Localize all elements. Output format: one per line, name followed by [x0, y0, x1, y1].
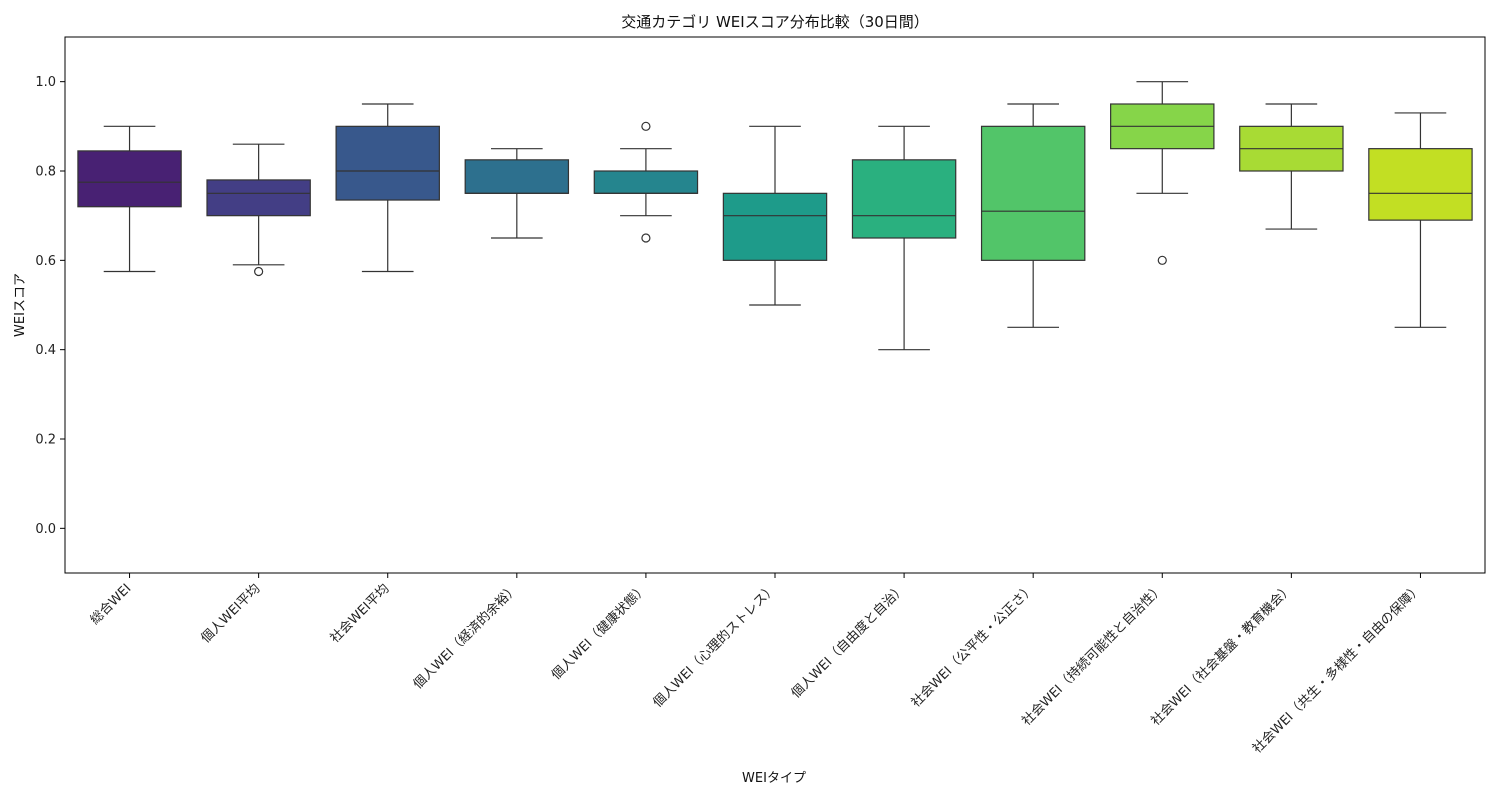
box-group: [593, 121, 699, 243]
x-tick-label: 個人WEI平均: [198, 581, 263, 646]
x-tick-label: 個人WEI（自由度と自治）: [788, 581, 909, 702]
box-group: [335, 103, 440, 273]
box-iqr: [593, 170, 699, 194]
outlier-point: [254, 266, 264, 277]
box-group: [206, 143, 311, 277]
x-tick-label: 個人WEI（経済的余裕）: [410, 581, 522, 693]
y-axis: 0.0 0.2 0.4 0.6 0.8 1.0: [35, 75, 65, 537]
y-tick-label: 0.6: [35, 254, 56, 269]
box-iqr: [1368, 148, 1473, 221]
y-axis-label: WEIスコア: [13, 273, 28, 337]
box-group: [722, 125, 828, 306]
box-iqr: [980, 125, 1086, 261]
box-group: [851, 125, 957, 351]
x-tick-label: 社会WEI（持続可能性と自治性）: [1019, 581, 1167, 729]
box-group: [77, 125, 182, 273]
y-tick-label: 0.4: [35, 343, 56, 358]
x-axis: 総合WEI 個人WEI平均 社会WEI平均 個人WEI（経済的余裕） 個人WEI（健康状…: [88, 573, 1425, 757]
y-tick-label: 0.0: [35, 522, 56, 537]
outlier-point: [641, 233, 651, 243]
outlier-point: [641, 121, 651, 131]
box-iqr: [722, 192, 828, 261]
x-axis-label: WEIタイプ: [742, 771, 806, 786]
box-iqr: [206, 179, 311, 217]
x-tick-label: 総合WEI: [88, 581, 135, 628]
chart-title: 交通カテゴリ WEIスコア分布比較（30日間）: [621, 13, 929, 31]
box-group: [464, 148, 570, 239]
box-iqr: [464, 159, 570, 194]
y-tick-label: 1.0: [35, 75, 56, 90]
x-tick-label: 個人WEI（心理的ストレス）: [650, 581, 780, 711]
box-group: [1368, 112, 1473, 328]
box-group: [1239, 103, 1344, 230]
x-tick-label: 社会WEI（公平性・公正さ）: [908, 581, 1038, 711]
outlier-point: [1157, 255, 1167, 265]
box-iqr: [851, 159, 957, 239]
x-tick-label: 社会WEI平均: [327, 581, 393, 647]
box-group: [980, 103, 1086, 328]
box-iqr: [77, 150, 182, 208]
box-iqr: [335, 125, 440, 201]
box-group: [1110, 81, 1215, 265]
y-tick-label: 0.2: [35, 433, 56, 448]
y-tick-label: 0.8: [35, 165, 56, 180]
box-series: [77, 81, 1473, 351]
x-tick-label: 個人WEI（健康状態）: [548, 581, 650, 683]
x-tick-label: 社会WEI（社会基盤・教育機会）: [1148, 581, 1296, 729]
